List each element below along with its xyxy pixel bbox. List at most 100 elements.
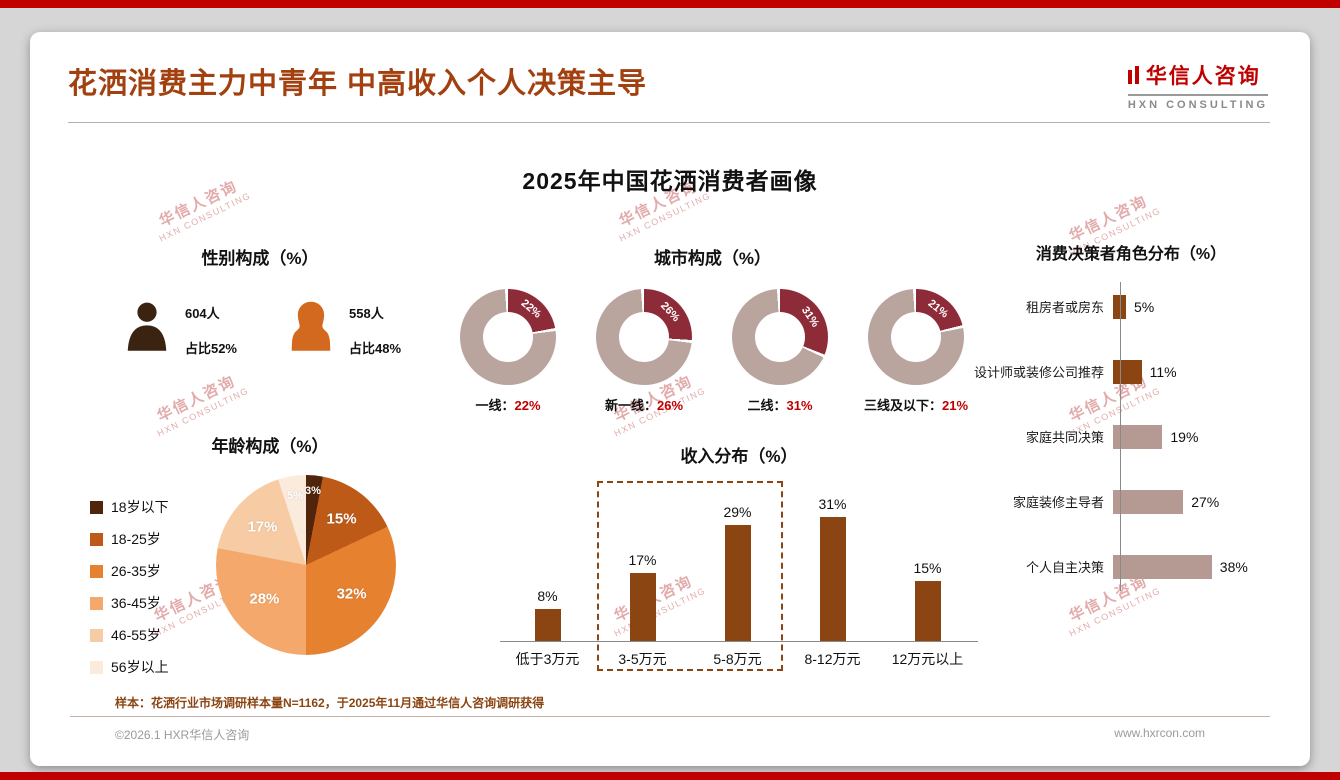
donut-ring: 31% (732, 289, 828, 385)
female-count: 558人 (349, 306, 384, 321)
donut-caption-label: 三线及以下： (863, 398, 942, 413)
city-donut-1: 22% 一线：22% (440, 289, 576, 414)
gender-row: 604人 占比52% 558人 占比48% (90, 295, 430, 361)
legend-label: 18岁以下 (111, 499, 169, 515)
income-bar-slot: 29% (690, 504, 785, 641)
income-value-label: 8% (537, 588, 558, 604)
income-value-label: 29% (723, 504, 752, 520)
income-axis-line (500, 641, 978, 642)
income-bars: 8% 17% 29% 31% 15% (500, 491, 978, 641)
legend-item: 36-45岁 (90, 587, 202, 619)
male-icon (127, 302, 167, 351)
decision-value-label: 19% (1170, 428, 1199, 445)
income-value-label: 31% (818, 496, 847, 512)
logo-subtitle: HXN CONSULTING (1127, 94, 1268, 111)
income-bar-slot: 8% (500, 588, 595, 641)
income-chart: 8% 17% 29% 31% 15% 低于3万元 3-5万元 5-8万元 8-12万元 12万元… (500, 481, 978, 671)
age-chart: 18岁以下 18-25岁 26-35岁 36-45岁 46-55岁 56岁以上 3% 15%… (90, 475, 450, 683)
decision-section: 消费决策者角色分布（%） 租房者或房东 5% 设计师或装修公司推荐 11% 家庭共同决策… (880, 240, 1292, 599)
income-bar (914, 581, 941, 641)
donut-ring: 26% (596, 289, 692, 385)
age-pie: 3% 15% 32% 28% 17% 5% (216, 475, 396, 655)
logo-name: 华信人咨询 (1145, 65, 1261, 88)
decision-chart: 租房者或房东 5% 设计师或装修公司推荐 11% 家庭共同决策 19% 家庭装修主导者 27%… (880, 274, 1292, 599)
donut-caption-value: 26% (656, 398, 684, 413)
age-legend: 18岁以下 18-25岁 26-35岁 36-45岁 46-55岁 56岁以上 (90, 475, 202, 683)
decision-rows: 租房者或房东 5% 设计师或装修公司推荐 11% 家庭共同决策 19% 家庭装修主导者 27%… (880, 274, 1292, 599)
income-category-label: 3-5万元 (618, 651, 667, 667)
income-bar (534, 609, 561, 641)
decision-label: 家庭装修主导者 (1012, 495, 1104, 510)
donut-caption: 三线及以下：21% (864, 395, 968, 414)
bottom-accent-bar (0, 772, 1340, 780)
decision-section-title: 消费决策者角色分布（%） (1035, 246, 1227, 263)
decision-bar (1113, 359, 1142, 384)
city-section-title: 城市构成（%） (653, 249, 772, 268)
gender-section-title: 性别构成（%） (201, 249, 319, 268)
header-divider (68, 122, 1270, 123)
pie-value-label: 15% (326, 510, 357, 528)
decision-label: 租房者或房东 (1025, 300, 1104, 315)
donut-caption-label: 一线： (475, 398, 515, 413)
decision-row: 家庭装修主导者 27% (880, 469, 1292, 534)
female-stats: 558人 占比48% (349, 295, 401, 357)
decision-axis-line (1120, 282, 1121, 591)
legend-swatch (90, 596, 103, 610)
slide-card: 华信人咨询 HXN CONSULTING 华信人咨询 HXN CONSULTING 华信… (30, 32, 1310, 766)
legend-item: 18岁以下 (90, 491, 202, 523)
pie-value-label: 28% (249, 590, 280, 608)
logo-top: 华信人咨询 (1127, 60, 1268, 90)
income-value-label: 15% (913, 560, 942, 576)
legend-swatch (90, 564, 103, 578)
donut-caption-value: 21% (941, 398, 969, 413)
income-section: 收入分布（%） 8% 17% 29% 31% 15% 低于3万元 3-5万元 5-8万元 8-… (500, 442, 978, 671)
legend-label: 18-25岁 (111, 531, 161, 547)
donut-caption-label: 新一线： (604, 398, 657, 413)
donut-caption-value: 31% (786, 398, 813, 413)
legend-label: 26-35岁 (111, 563, 161, 579)
donut-hole (891, 312, 941, 362)
city-donut-3: 31% 二线：31% (712, 289, 848, 414)
decision-bar (1113, 424, 1163, 449)
decision-bar (1113, 489, 1184, 514)
income-bar-slot: 31% (785, 496, 880, 641)
age-section: 年龄构成（%） 18岁以下 18-25岁 26-35岁 36-45岁 46-55岁 56岁… (90, 432, 450, 683)
decision-value-label: 38% (1219, 558, 1248, 575)
donut-hole (483, 312, 533, 362)
pie-value-label: 3% (305, 485, 321, 498)
decision-value-label: 27% (1191, 493, 1220, 510)
age-section-title: 年龄构成（%） (211, 437, 329, 456)
income-section-title: 收入分布（%） (680, 447, 798, 466)
decision-row: 设计师或装修公司推荐 11% (880, 339, 1292, 404)
pie-value-label: 17% (247, 518, 278, 536)
decision-row: 个人自主决策 38% (880, 534, 1292, 599)
income-bar-slot: 17% (595, 552, 690, 641)
legend-swatch (90, 628, 103, 642)
income-value-label: 17% (628, 552, 657, 568)
donut-ring: 22% (460, 289, 556, 385)
donut-ring: 21% (868, 289, 964, 385)
legend-swatch (90, 500, 103, 514)
income-bar-slot: 15% (880, 560, 975, 641)
donut-hole (619, 312, 669, 362)
decision-label: 个人自主决策 (1025, 560, 1104, 575)
male-share: 占比52% (184, 341, 237, 356)
donut-caption: 一线：22% (475, 395, 540, 414)
legend-item: 46-55岁 (90, 619, 202, 651)
donut-caption: 新一线：26% (605, 395, 683, 414)
donut-caption-value: 22% (514, 398, 541, 413)
income-category-label: 低于3万元 (515, 651, 580, 667)
website-url: www.hxrcon.com (1114, 726, 1205, 740)
gender-section: 性别构成（%） 604人 占比52% (90, 244, 430, 361)
legend-swatch (90, 660, 103, 674)
company-logo: 华信人咨询 HXN CONSULTING (1127, 60, 1268, 111)
city-donut-2: 26% 新一线：26% (576, 289, 712, 414)
chart-main-title: 2025年中国花洒消费者画像 (522, 168, 818, 194)
decision-bar (1113, 554, 1212, 579)
decision-bar (1113, 294, 1126, 319)
female-share: 占比48% (349, 341, 402, 356)
decision-label: 设计师或装修公司推荐 (973, 365, 1104, 380)
footer-divider (70, 716, 1270, 717)
income-bar (819, 517, 846, 641)
city-donut-4: 21% 三线及以下：21% (848, 289, 984, 414)
